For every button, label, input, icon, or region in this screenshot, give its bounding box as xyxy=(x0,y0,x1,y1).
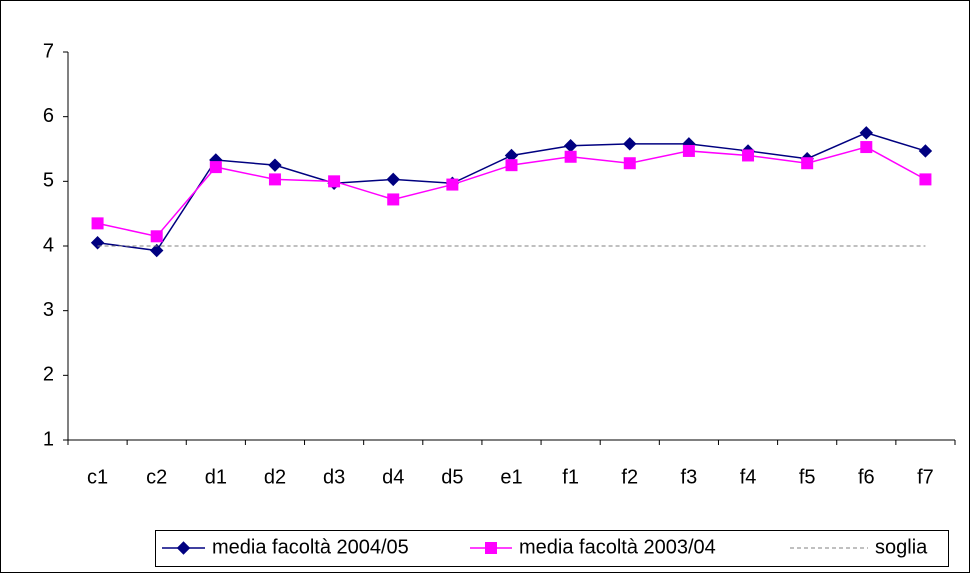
x-tick-label: f3 xyxy=(681,466,698,488)
square-marker xyxy=(623,157,636,170)
x-tick-label: f5 xyxy=(799,466,816,488)
square-marker xyxy=(446,178,459,191)
diamond-marker xyxy=(918,144,933,158)
x-tick-label: f1 xyxy=(562,466,579,488)
x-tick-label: d4 xyxy=(382,466,404,488)
y-tick-label: 2 xyxy=(43,364,54,386)
y-tick-label: 7 xyxy=(43,40,54,62)
square-marker xyxy=(801,157,814,170)
y-tick-label: 4 xyxy=(43,234,54,256)
square-marker xyxy=(328,175,341,188)
square-marker xyxy=(682,144,695,157)
diamond-marker xyxy=(268,158,282,172)
x-tick-label: d5 xyxy=(441,466,463,488)
x-tick-label: d2 xyxy=(264,466,286,488)
square-marker xyxy=(387,193,400,206)
square-marker xyxy=(150,230,163,243)
legend-label: media facoltà 2003/04 xyxy=(519,536,716,558)
x-tick-label: d3 xyxy=(323,466,345,488)
diamond-marker xyxy=(176,541,191,555)
x-tick-label: f2 xyxy=(621,466,638,488)
square-marker xyxy=(564,150,577,163)
diamond-marker xyxy=(859,126,874,140)
legend-label: soglia xyxy=(875,536,928,558)
square-marker xyxy=(485,542,497,554)
y-tick-label: 5 xyxy=(43,170,54,192)
square-marker xyxy=(505,159,518,172)
x-tick-label: d1 xyxy=(205,466,227,488)
diamond-marker xyxy=(623,137,637,151)
y-tick-label: 3 xyxy=(43,299,54,321)
y-tick-label: 6 xyxy=(43,105,54,127)
y-tick-label: 1 xyxy=(43,428,54,450)
square-marker xyxy=(860,141,873,154)
square-marker xyxy=(91,217,104,230)
legend-label: media facoltà 2004/05 xyxy=(212,536,409,558)
x-tick-label: f7 xyxy=(917,466,934,488)
x-tick-label: e1 xyxy=(500,466,522,488)
x-tick-label: f6 xyxy=(858,466,875,488)
legend-box xyxy=(155,530,949,567)
square-marker xyxy=(742,149,755,162)
x-tick-label: c1 xyxy=(87,466,108,488)
x-tick-label: c2 xyxy=(146,466,167,488)
x-tick-label: f4 xyxy=(740,466,757,488)
square-marker xyxy=(268,173,281,186)
square-marker xyxy=(209,161,222,174)
diamond-marker xyxy=(386,172,400,187)
diamond-marker xyxy=(149,243,164,258)
square-marker xyxy=(919,173,932,186)
